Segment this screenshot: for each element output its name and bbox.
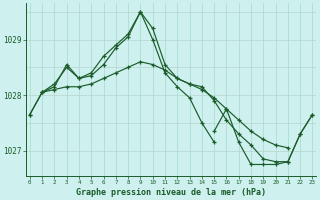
X-axis label: Graphe pression niveau de la mer (hPa): Graphe pression niveau de la mer (hPa) xyxy=(76,188,266,197)
